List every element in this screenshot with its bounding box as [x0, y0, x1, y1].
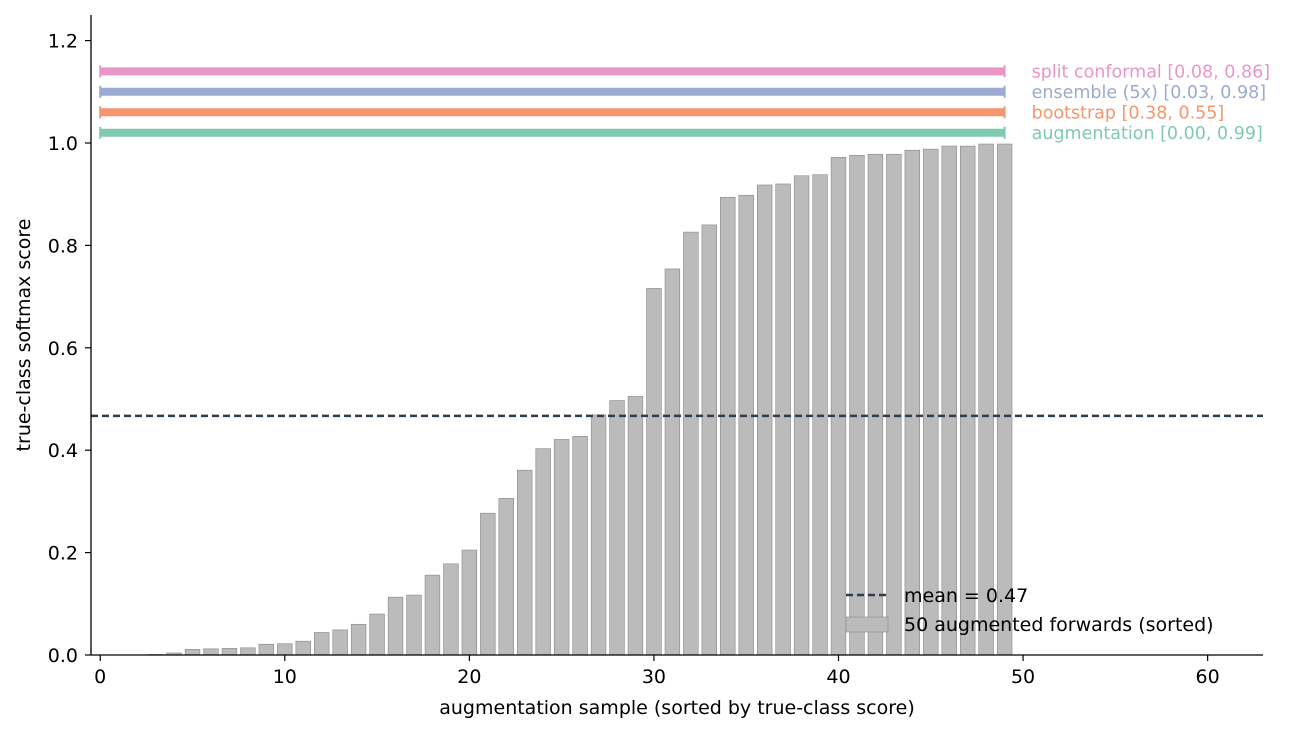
legend-bar-swatch [845, 616, 889, 633]
bar [221, 648, 238, 656]
y-ticks: 0.0 0.2 0.4 0.6 0.8 1.0 1.2 [48, 31, 91, 667]
bar [683, 231, 699, 656]
y-tick-label: 0.8 [48, 235, 78, 257]
bar [646, 288, 662, 656]
x-ticks: 0 10 20 30 40 50 60 [94, 655, 1220, 688]
bar [996, 143, 1013, 656]
bar [590, 414, 607, 656]
x-tick-label: 60 [1196, 666, 1220, 688]
x-tick-label: 10 [273, 666, 297, 688]
bar [203, 648, 219, 656]
interval-layer: split conformal [0.08, 0.86]ensemble (5x… [99, 62, 1270, 144]
bar [258, 643, 275, 656]
bar [756, 184, 773, 656]
bar [572, 436, 588, 656]
bar [904, 149, 921, 656]
bar [480, 512, 496, 656]
legend-bar-label: 50 augmented forwards (sorted) [904, 614, 1214, 636]
bar [960, 145, 976, 656]
interval-label: ensemble (5x) [0.03, 0.98] [1032, 83, 1267, 103]
x-axis-title: augmentation sample (sorted by true-clas… [439, 697, 914, 719]
axes-layer [90, 15, 1263, 656]
bar [941, 145, 957, 656]
bar [978, 143, 994, 656]
bar [867, 153, 884, 656]
x-tick-label: 20 [457, 666, 481, 688]
bar [886, 153, 902, 656]
x-tick-label: 50 [1011, 666, 1035, 688]
bar [295, 640, 311, 656]
bar [498, 498, 514, 656]
bars-layer [147, 143, 1013, 656]
y-tick-label: 1.2 [48, 31, 78, 53]
interval-label: bootstrap [0.38, 0.55] [1032, 103, 1225, 123]
bar [461, 549, 478, 656]
bar [332, 629, 348, 656]
x-tick-label: 0 [94, 666, 106, 688]
bar [517, 469, 533, 656]
bar [627, 396, 644, 656]
bar [240, 647, 256, 656]
y-tick-label: 0.0 [48, 645, 78, 667]
y-tick-label: 0.6 [48, 338, 78, 360]
y-axis-title: true-class softmax score [13, 219, 35, 452]
bar [923, 148, 939, 656]
bar [720, 196, 736, 656]
y-tick-label: 0.2 [48, 543, 78, 565]
interval-label: split conformal [0.08, 0.86] [1032, 62, 1270, 82]
bar [849, 154, 865, 656]
interval-label: augmentation [0.00, 0.99] [1032, 124, 1263, 144]
y-tick-label: 0.4 [48, 440, 78, 462]
bar [738, 194, 754, 656]
bar [387, 596, 404, 656]
bar [664, 268, 681, 656]
bar [424, 574, 441, 656]
bar [701, 224, 717, 656]
legend: mean = 0.47 50 augmented forwards (sorte… [845, 585, 1214, 636]
bar [775, 183, 791, 656]
bar [184, 649, 201, 656]
bar [443, 563, 459, 656]
bar [314, 632, 330, 656]
bar [406, 594, 422, 656]
x-tick-label: 40 [826, 666, 850, 688]
bar [277, 643, 293, 656]
x-tick-label: 30 [642, 666, 666, 688]
bar [553, 439, 570, 656]
legend-mean-label: mean = 0.47 [904, 585, 1028, 607]
y-tick-label: 1.0 [48, 133, 78, 155]
bar [369, 613, 385, 656]
bar [830, 157, 847, 656]
bar [609, 400, 625, 656]
bar [535, 448, 551, 656]
bar [350, 623, 367, 656]
